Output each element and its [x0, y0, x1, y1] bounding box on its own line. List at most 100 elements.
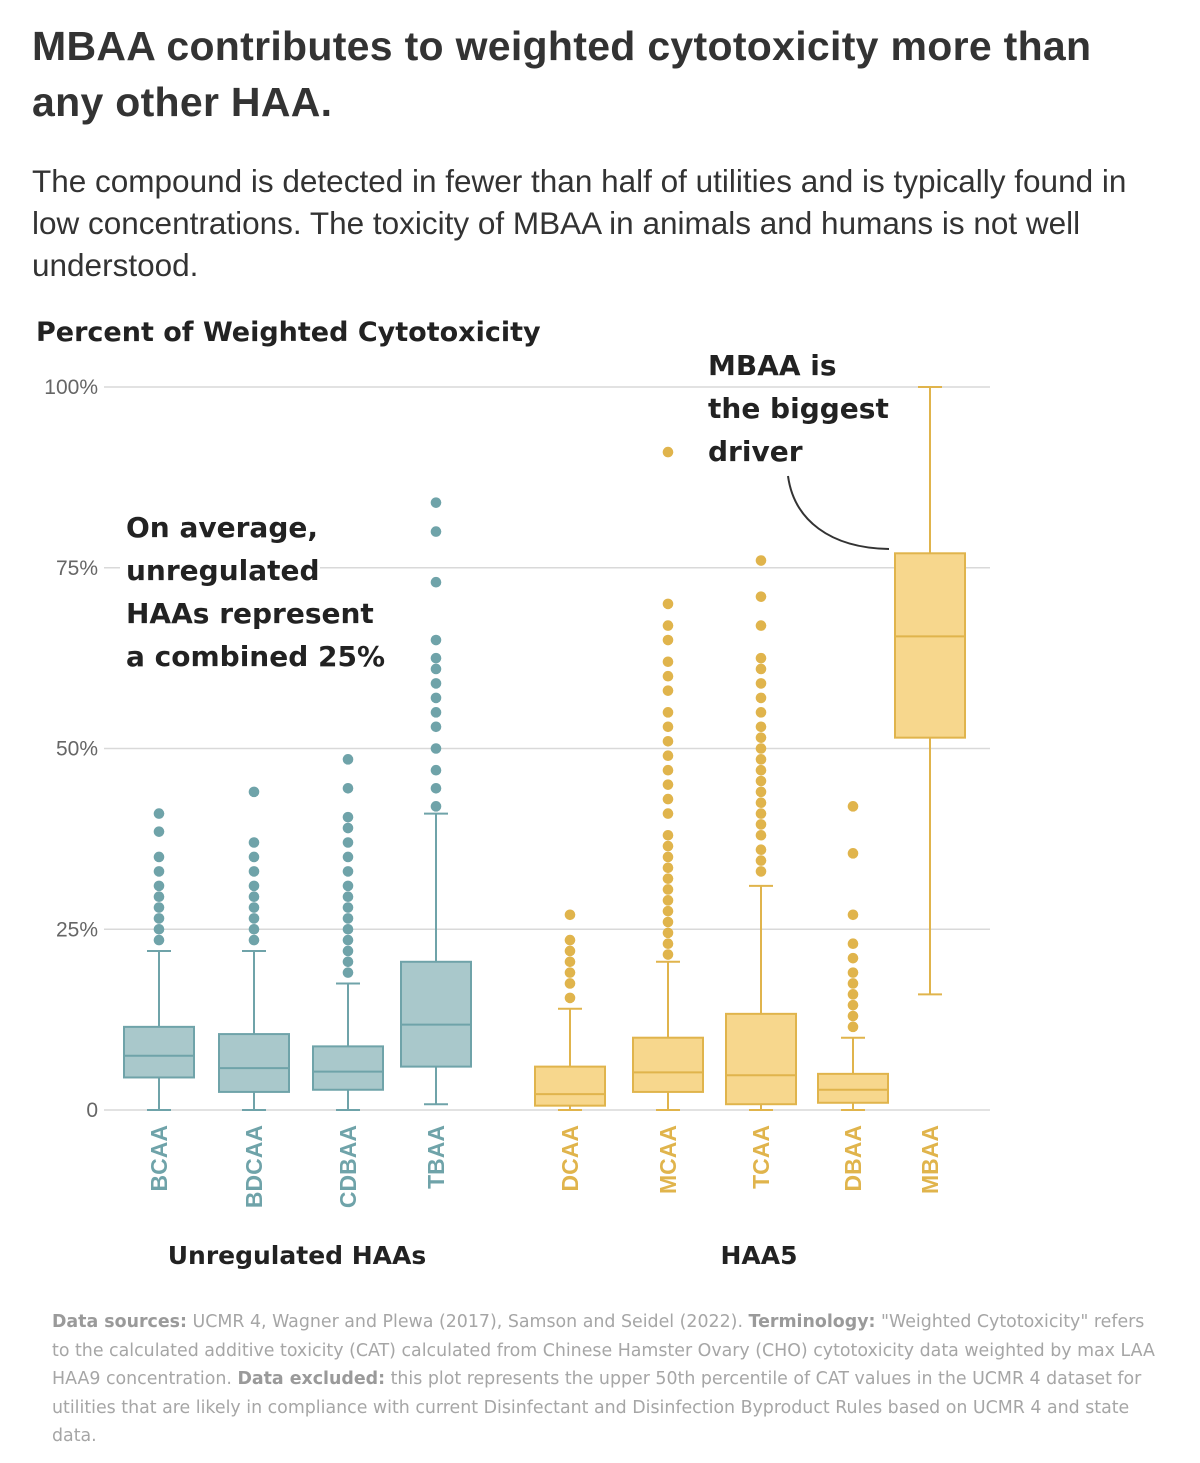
outlier-point — [342, 956, 354, 968]
outlier-point — [342, 891, 354, 903]
outlier-point — [430, 526, 442, 537]
outlier-point — [755, 855, 767, 866]
outlier-point — [662, 598, 674, 610]
x-tick-label: BCAA — [146, 1125, 172, 1191]
outlier-point — [847, 967, 859, 978]
outlier-point — [847, 938, 859, 950]
outlier-point — [564, 909, 576, 921]
outlier-point — [342, 822, 354, 834]
outlier-point — [662, 656, 674, 668]
outlier-point — [342, 945, 354, 957]
outlier-point — [153, 891, 165, 903]
iqr-box — [534, 1065, 606, 1107]
outlier-point — [755, 591, 767, 602]
group-label-unregulated: Unregulated HAAs — [168, 1241, 427, 1270]
outlier-point — [153, 923, 165, 935]
outlier-point — [755, 678, 767, 689]
outlier-point — [430, 576, 442, 588]
box-mbaa — [662, 386, 966, 996]
footnote-excluded-label: Data excluded: — [237, 1369, 386, 1389]
outlier-point — [430, 652, 442, 664]
outlier-point — [755, 754, 767, 765]
outlier-point — [662, 905, 674, 917]
outlier-point — [755, 743, 767, 754]
outlier-point — [248, 934, 260, 946]
outlier-point — [662, 829, 674, 841]
outlier-point — [662, 779, 674, 790]
outlier-point — [430, 663, 442, 675]
outlier-point — [248, 866, 260, 877]
annotation-background — [120, 548, 320, 588]
annotation-unregulated-line: HAAs represent — [126, 597, 374, 630]
box-dcaa — [534, 909, 606, 1111]
outlier-point — [662, 685, 674, 696]
box-tbaa — [400, 497, 472, 1106]
outlier-point — [755, 775, 767, 787]
outlier-point — [847, 1021, 859, 1033]
outlier-point — [662, 721, 674, 733]
outlier-point — [755, 829, 767, 841]
annotations: On average, unregulated HAAs represent a co… — [120, 349, 890, 673]
group-label-haa5: HAA5 — [720, 1241, 797, 1270]
outlier-point — [430, 497, 442, 508]
outlier-point — [662, 620, 674, 631]
outlier-point — [342, 782, 354, 794]
outlier-point — [153, 880, 165, 892]
x-tick-label: DBAA — [840, 1125, 866, 1191]
footnote: Data sources: UCMR 4, Wagner and Plewa (… — [52, 1308, 1162, 1451]
outlier-point — [430, 721, 442, 733]
outlier-point — [755, 555, 767, 566]
outlier-point — [847, 999, 859, 1011]
outlier-point — [342, 837, 354, 848]
outlier-point — [662, 949, 674, 960]
outlier-point — [153, 913, 165, 924]
outlier-point — [153, 851, 165, 863]
outlier-point — [662, 446, 674, 458]
outlier-point — [248, 891, 260, 903]
x-tick-label: CDBAA — [335, 1125, 361, 1208]
y-axis-title: Percent of Weighted Cytotoxicity — [36, 317, 541, 348]
category-labels: BCAA BDCAA CDBAA TBAA DCAA MCAA TCAA DBAA MBAA — [146, 1125, 943, 1208]
box-dbaa — [817, 801, 889, 1111]
outlier-point — [662, 851, 674, 863]
outlier-point — [430, 743, 442, 754]
outlier-point — [430, 634, 442, 646]
box-plot: Percent of Weighted Cytotoxicity 0 25% 50%… — [36, 317, 990, 1270]
outlier-point — [153, 866, 165, 877]
x-tick-label: MBAA — [917, 1125, 943, 1194]
y-tick-label: 75% — [56, 557, 98, 580]
annotation-mbaa-leader — [787, 475, 890, 550]
chart-subtitle: The compound is detected in fewer than h… — [32, 163, 1127, 283]
outlier-point — [662, 670, 674, 682]
outlier-point — [153, 934, 165, 946]
outlier-point — [342, 754, 354, 765]
y-tick-label: 100% — [44, 376, 98, 399]
outlier-point — [153, 826, 165, 837]
outlier-point — [662, 884, 674, 895]
annotation-mbaa-line: the biggest — [708, 392, 889, 425]
outlier-point — [662, 938, 674, 950]
outlier-point — [662, 916, 674, 928]
y-tick-label: 25% — [56, 918, 98, 941]
iqr-box — [894, 552, 966, 739]
x-tick-label: DCAA — [557, 1125, 583, 1191]
outlier-point — [662, 735, 674, 747]
outlier-point — [153, 808, 165, 819]
outlier-point — [248, 851, 260, 863]
annotation-mbaa-line: driver — [708, 435, 803, 468]
outlier-point — [248, 837, 260, 848]
outlier-point — [755, 808, 767, 819]
outlier-point — [755, 866, 767, 877]
footnote-terminology-label: Terminology: — [748, 1312, 876, 1332]
outlier-point — [662, 808, 674, 819]
chart-title: MBAA contributes to weighted cytotoxicit… — [32, 23, 1092, 125]
outlier-point — [662, 634, 674, 646]
outlier-point — [755, 663, 767, 675]
outlier-point — [430, 692, 442, 704]
outlier-point — [847, 848, 859, 859]
box-cdbaa — [312, 754, 384, 1111]
outlier-point — [662, 895, 674, 906]
outlier-point — [153, 902, 165, 913]
outlier-point — [430, 678, 442, 689]
y-tick-label: 50% — [56, 738, 98, 761]
